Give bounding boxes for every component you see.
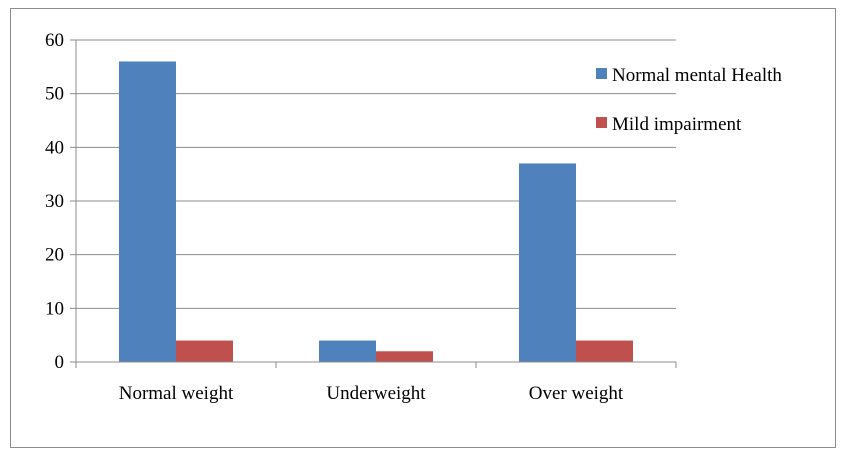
bar-mild-impairment-underweight — [376, 351, 433, 362]
axes — [70, 39, 677, 368]
y-tick-label-50: 50 — [45, 84, 64, 105]
bar-normal-mental-health-underweight — [319, 340, 376, 362]
legend-label-mild-impairment: Mild impairment — [612, 114, 742, 135]
y-tick-label-0: 0 — [55, 352, 65, 373]
legend-label-normal-mental-health: Normal mental Health — [612, 65, 782, 86]
bar-mild-impairment-normal-weight — [176, 340, 233, 362]
bar-mild-impairment-over-weight — [576, 340, 633, 362]
y-tick-labels: 0 10 20 30 40 50 60 — [45, 30, 64, 373]
bar-normal-mental-health-normal-weight — [119, 61, 176, 362]
x-tick-label-normal-weight: Normal weight — [119, 383, 234, 404]
bar-normal-mental-health-over-weight — [519, 163, 576, 362]
x-tick-labels: Normal weight Underweight Over weight — [119, 383, 624, 404]
x-tick-label-over-weight: Over weight — [529, 383, 624, 404]
y-tick-label-60: 60 — [45, 30, 64, 51]
y-tick-label-40: 40 — [45, 137, 64, 158]
y-tick-label-10: 10 — [45, 298, 64, 319]
y-tick-label-30: 30 — [45, 191, 64, 212]
x-tick-label-underweight: Underweight — [326, 383, 426, 404]
bars — [119, 61, 633, 362]
legend-swatch-mild-impairment — [596, 117, 607, 128]
legend-swatch-normal-mental-health — [596, 68, 607, 79]
y-tick-label-20: 20 — [45, 245, 64, 266]
legend: Normal mental Health Mild impairment — [596, 65, 782, 135]
